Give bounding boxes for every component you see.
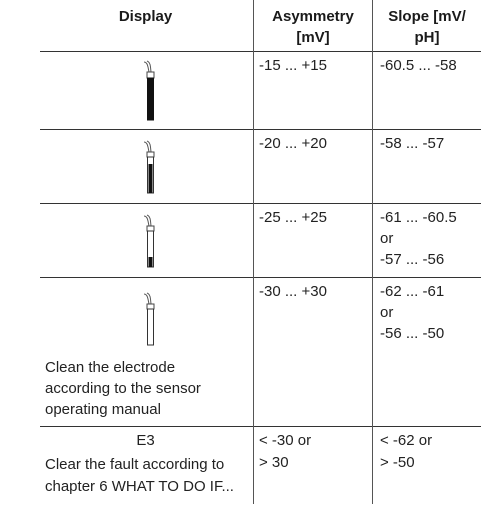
slope-value: -58 ... -57	[380, 135, 445, 152]
asymmetry-value: < -30 or > 30	[259, 432, 312, 471]
electrode-quarter-icon	[143, 214, 155, 268]
rule-row-2	[40, 203, 481, 204]
rule-row-3	[40, 277, 481, 278]
column-divider-2	[372, 0, 373, 504]
column-divider-1	[253, 0, 254, 504]
electrode-empty-icon	[143, 292, 155, 346]
rule-row-4	[40, 426, 481, 427]
asymmetry-value: -30 ... +30	[259, 283, 327, 300]
rule-row-1	[40, 129, 481, 130]
asymmetry-value: -20 ... +20	[259, 135, 327, 152]
slope-value: -61 ... -60.5 or -57 ... -56	[380, 209, 457, 268]
header-asymmetry: Asymmetry [mV]	[272, 8, 354, 46]
slope-value: < -62 or > -50	[380, 432, 433, 471]
header-slope: Slope [mV/ pH]	[388, 8, 466, 46]
electrode-full-icon	[143, 60, 155, 121]
rule-header	[40, 51, 481, 52]
slope-value: -62 ... -61 or -56 ... -50	[380, 283, 445, 342]
display-instruction: Clean the electrode according to the sen…	[45, 359, 201, 418]
asymmetry-value: -15 ... +15	[259, 57, 327, 74]
electrode-three-quarter-icon	[143, 140, 155, 194]
slope-value: -60.5 ... -58	[380, 57, 457, 74]
display-error-code: E3	[136, 432, 155, 449]
asymmetry-value: -25 ... +25	[259, 209, 327, 226]
display-instruction: Clear the fault according to chapter 6 W…	[45, 456, 234, 495]
header-display: Display	[118, 8, 173, 25]
